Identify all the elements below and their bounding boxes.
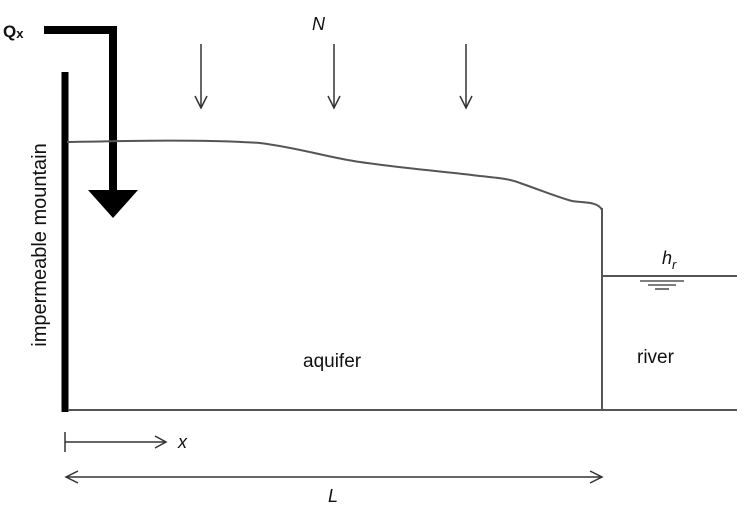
water-table-curve bbox=[66, 139, 603, 211]
mountain-label: impermeable mountain bbox=[29, 143, 51, 346]
river-head-label: hr bbox=[662, 248, 677, 272]
recharge-arrows bbox=[194, 44, 473, 110]
length-label: L bbox=[328, 486, 338, 506]
qx-label: Qx bbox=[3, 22, 24, 41]
x-axis-label: x bbox=[177, 432, 188, 452]
x-axis-indicator bbox=[64, 432, 168, 452]
qx-inflow-arrow bbox=[44, 26, 138, 218]
river-label: river bbox=[637, 347, 675, 368]
length-dimension-arrow bbox=[64, 470, 604, 484]
recharge-label: N bbox=[312, 14, 326, 34]
water-level-symbol bbox=[640, 280, 684, 290]
aquifer-label: aquifer bbox=[303, 351, 362, 372]
